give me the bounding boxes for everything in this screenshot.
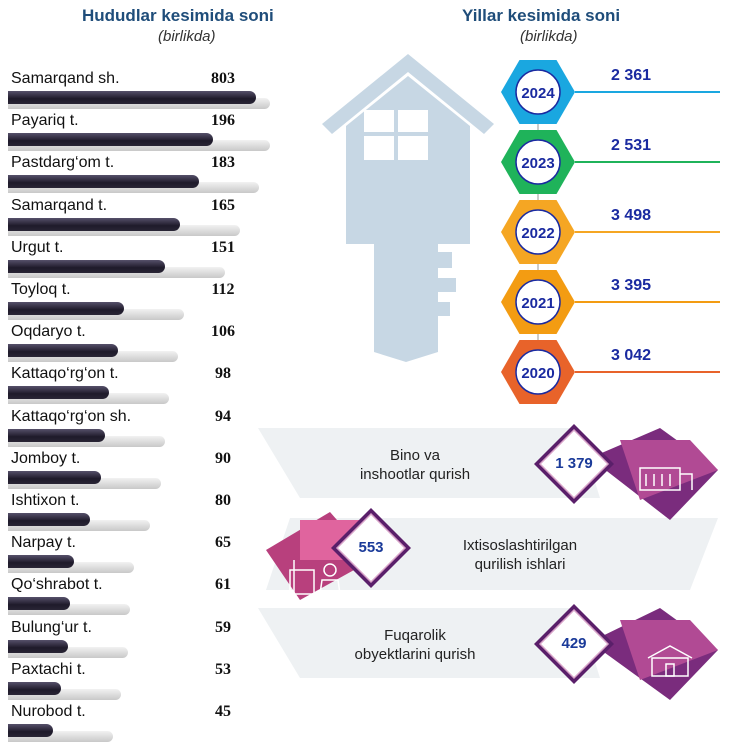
category-label-line2: inshootlar qurish — [359, 466, 471, 483]
region-value: 112 — [211, 281, 235, 298]
region-label: Pastdarg‘om t. — [11, 154, 115, 172]
region-bar-track — [8, 688, 122, 700]
category-value: 553 — [358, 539, 384, 556]
category-label-line1: Ixtisoslashtirilgan — [462, 537, 578, 554]
category-label-line2: qurilish ishlari — [474, 556, 566, 573]
house-key-icon — [322, 54, 494, 362]
region-bar — [8, 259, 166, 273]
region-label: Samarqand t. — [11, 196, 108, 214]
category-label: Fuqarolik obyektlarini qurish — [330, 626, 500, 664]
region-bar — [8, 133, 213, 147]
year-circle — [515, 139, 561, 185]
region-value: 165 — [211, 196, 235, 214]
region-label: Nurobod t. — [11, 703, 86, 720]
year-label: 2020 — [521, 365, 554, 382]
category-label-line2: obyektlarini qurish — [354, 646, 476, 663]
region-bar-track — [8, 646, 128, 658]
region-bar — [8, 555, 75, 569]
region-bar — [8, 639, 68, 653]
year-value: 2 531 — [610, 137, 652, 154]
region-bar — [8, 386, 110, 400]
region-bar — [8, 470, 101, 484]
category-value: 429 — [561, 635, 587, 652]
region-bar — [8, 302, 124, 315]
year-value: 3 395 — [610, 277, 652, 294]
region-value: 65 — [215, 534, 231, 552]
region-label: Toyloq t. — [11, 281, 71, 298]
left-title: Hududlar kesimida soni — [82, 6, 274, 25]
region-value: 106 — [211, 323, 235, 341]
year-circle — [515, 209, 561, 255]
region-bar — [8, 175, 200, 189]
category-value: 1 379 — [555, 455, 593, 472]
region-label: Ishtixon t. — [11, 492, 80, 509]
left-subtitle: (birlikda) — [158, 28, 216, 45]
year-value: 2 361 — [610, 67, 652, 84]
right-title: Yillar kesimida soni — [462, 6, 621, 25]
region-bar-track — [8, 604, 130, 616]
region-bar — [8, 597, 70, 611]
region-bar-track — [8, 731, 113, 742]
year-circle — [515, 349, 561, 395]
year-label: 2021 — [521, 295, 554, 312]
region-label: Paxtachi t. — [11, 660, 86, 678]
region-label: Oqdaryo t. — [11, 323, 86, 341]
region-value: 803 — [211, 70, 235, 87]
year-value: 3 498 — [610, 207, 652, 224]
category-label-line1: Bino va — [389, 447, 441, 464]
year-label: 2022 — [521, 225, 554, 242]
right-subtitle: (birlikda) — [520, 28, 578, 45]
region-bar — [8, 428, 105, 442]
region-bar — [8, 217, 181, 231]
region-value: 45 — [215, 703, 231, 720]
region-label: Kattaqo‘rg‘on sh. — [11, 407, 132, 425]
category-label-line1: Fuqarolik — [384, 627, 446, 644]
region-value: 59 — [215, 618, 231, 636]
year-circle — [515, 279, 561, 325]
year-label: 2023 — [521, 155, 554, 172]
region-label: Qo‘shrabot t. — [11, 576, 103, 594]
region-bar — [8, 681, 62, 695]
region-value: 94 — [215, 407, 231, 425]
region-value: 196 — [211, 112, 235, 130]
category-label: Bino va inshootlar qurish — [330, 446, 500, 484]
region-value: 61 — [215, 576, 231, 594]
region-value: 80 — [215, 492, 231, 509]
year-circle — [515, 69, 561, 115]
region-label: Narpay t. — [11, 534, 76, 552]
region-value: 98 — [215, 365, 231, 383]
year-value: 3 042 — [610, 347, 652, 364]
region-label: Payariq t. — [11, 112, 79, 130]
region-value: 53 — [215, 660, 231, 678]
region-bar-track — [8, 562, 135, 574]
region-value: 151 — [211, 238, 235, 256]
region-label: Jomboy t. — [11, 449, 81, 467]
region-label: Samarqand sh. — [11, 70, 120, 87]
region-label: Urgut t. — [11, 238, 64, 256]
region-bar — [8, 724, 53, 737]
region-bar — [8, 513, 91, 526]
region-bar — [8, 344, 118, 358]
category-label: Ixtisoslashtirilgan qurilish ishlari — [430, 536, 610, 574]
region-value: 183 — [211, 154, 235, 172]
region-label: Kattaqo‘rg‘on t. — [11, 365, 119, 383]
region-bar — [8, 91, 256, 104]
region-value: 90 — [215, 449, 231, 467]
region-label: Bulung‘ur t. — [11, 618, 92, 636]
year-label: 2024 — [521, 85, 555, 102]
